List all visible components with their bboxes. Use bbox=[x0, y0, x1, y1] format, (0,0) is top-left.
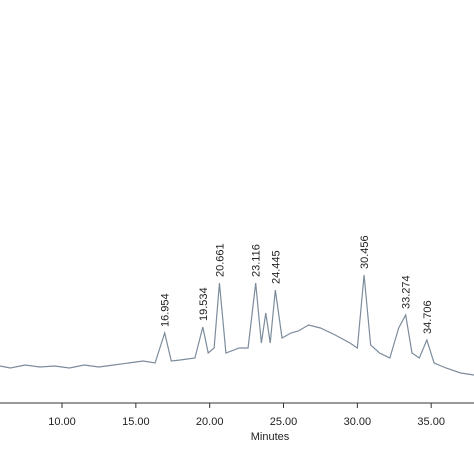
x-tick-label: 10.00 bbox=[48, 416, 76, 428]
peak-label: 34.706 bbox=[422, 300, 434, 334]
x-tick-label: 25.00 bbox=[270, 416, 298, 428]
peak-label: 30.456 bbox=[359, 235, 371, 269]
trace bbox=[0, 274, 474, 376]
peak-label: 24.445 bbox=[270, 250, 282, 284]
x-tick-label: 30.00 bbox=[344, 416, 372, 428]
x-axis-label: Minutes bbox=[251, 431, 290, 443]
peak-label: 20.661 bbox=[214, 243, 226, 277]
x-tick-label: 20.00 bbox=[196, 416, 224, 428]
x-tick-label: 15.00 bbox=[122, 416, 150, 428]
peak-label: 16.954 bbox=[160, 293, 172, 327]
peak-label: 23.116 bbox=[251, 244, 263, 277]
x-tick-label: 35.00 bbox=[417, 416, 445, 428]
peak-label: 19.534 bbox=[198, 287, 210, 321]
peak-label: 33.274 bbox=[401, 275, 413, 309]
